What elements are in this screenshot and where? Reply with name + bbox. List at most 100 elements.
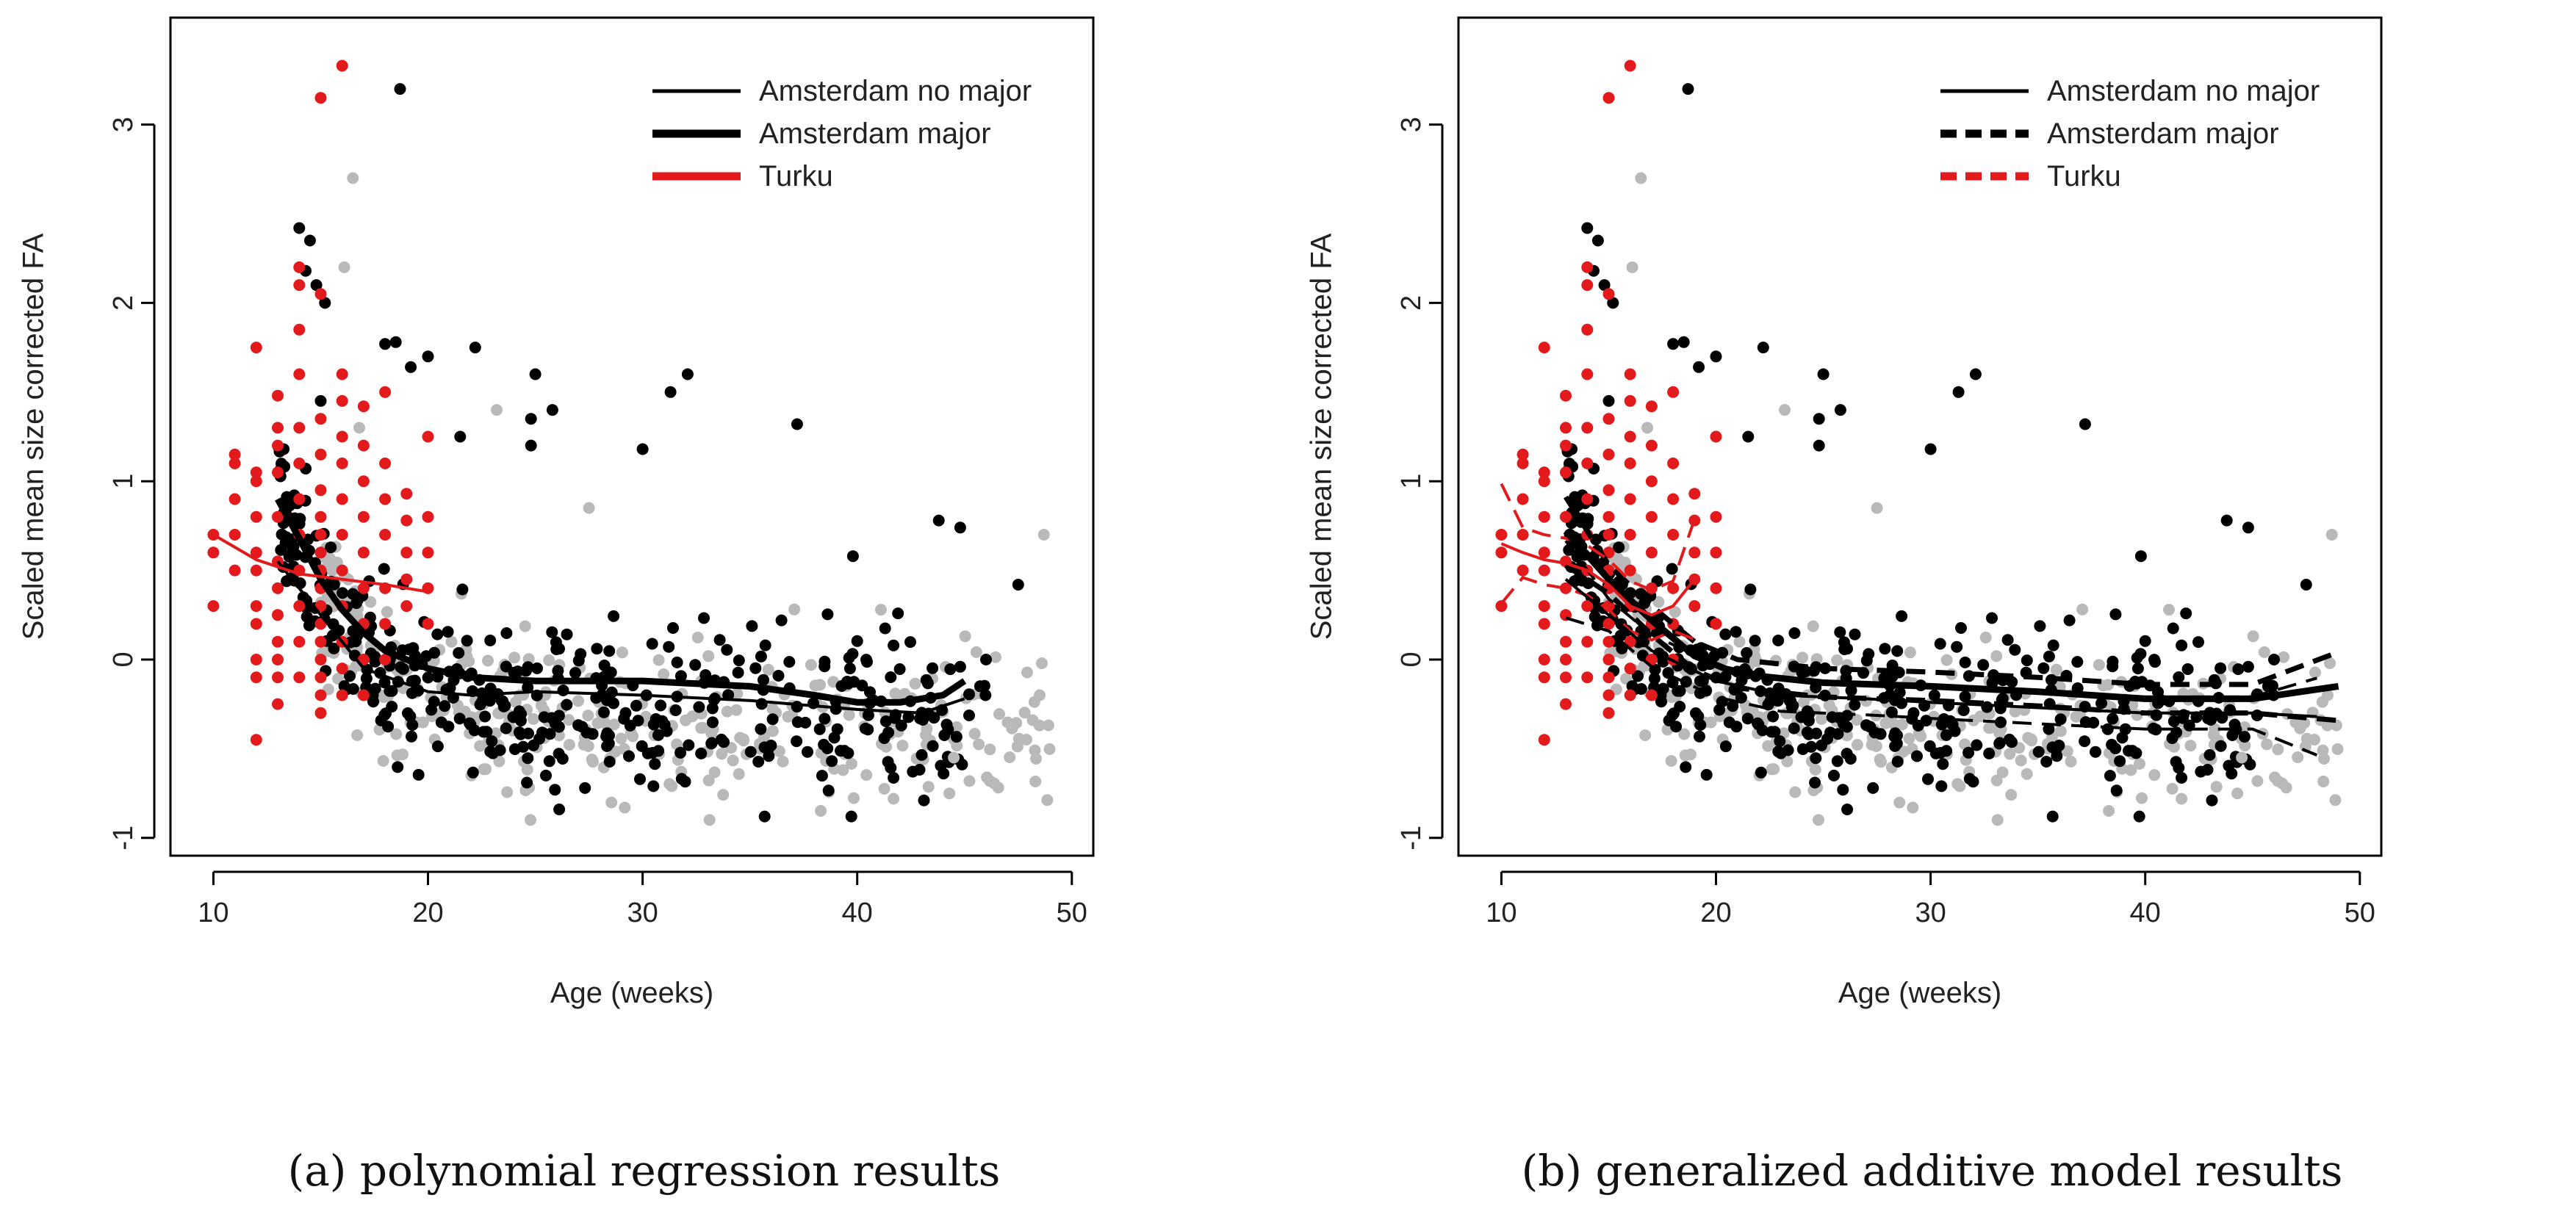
data-point-red: [1560, 389, 1572, 402]
data-point-grey: [2004, 748, 2016, 760]
data-point-black: [1940, 745, 1953, 757]
data-point-red: [1602, 635, 1615, 648]
data-point-black: [1677, 336, 1690, 348]
data-point-red: [1538, 618, 1550, 630]
panel-a: 10 20 30 40 50 -1 0 1 2 3 Age (weeks) Scaled mean s…: [18, 16, 1095, 1196]
plot-frame: [1457, 16, 2383, 857]
data-point-grey: [2054, 725, 2067, 737]
series-line-amsterdam-no-major: [1564, 578, 2317, 718]
data-point-grey: [2125, 764, 2137, 776]
data-point-red: [1538, 466, 1550, 479]
data-point-black: [521, 776, 533, 789]
data-point-black: [938, 768, 950, 780]
data-point-grey: [990, 651, 1001, 663]
data-point-grey: [2300, 732, 2313, 745]
data-point-red: [1624, 663, 1636, 675]
data-point-black: [1635, 683, 1647, 695]
data-point-red: [1538, 342, 1550, 354]
data-point-black: [546, 626, 558, 638]
data-point-black: [1809, 776, 1821, 789]
data-point-red: [293, 368, 306, 380]
data-point-black: [746, 620, 758, 632]
data-point-red: [1560, 582, 1572, 594]
data-point-red: [1538, 734, 1550, 746]
data-point-grey: [2309, 666, 2321, 679]
data-point-grey: [491, 404, 503, 416]
data-point-grey: [2329, 794, 2342, 806]
data-point-grey: [1034, 689, 1046, 701]
data-point-black: [281, 491, 293, 503]
data-point-grey: [988, 777, 1001, 790]
data-point-grey: [563, 739, 575, 751]
data-point-black: [557, 685, 569, 696]
data-point-grey: [1037, 529, 1050, 541]
data-point-grey: [2184, 740, 2197, 752]
data-point-grey: [605, 796, 618, 809]
data-point-black: [2133, 810, 2145, 823]
data-point-black: [1951, 640, 1963, 653]
data-point-black: [2268, 654, 2280, 665]
series-line-turku: [1500, 542, 1696, 617]
data-point-grey: [1669, 606, 1681, 618]
data-point-black: [1813, 439, 1825, 452]
data-point-red: [1602, 510, 1615, 523]
data-point-grey: [889, 687, 902, 700]
data-point-black: [1807, 665, 1820, 677]
y-tick-label: 3: [108, 117, 139, 132]
data-point-black: [783, 656, 796, 668]
data-point-black: [861, 656, 873, 668]
data-point-black: [821, 608, 834, 621]
data-point-black: [453, 712, 466, 725]
data-point-black: [2095, 697, 2107, 710]
data-point-grey: [553, 729, 565, 742]
data-point-black: [1764, 696, 1777, 708]
data-point-red: [272, 698, 284, 710]
data-point-grey: [782, 710, 794, 723]
data-point-grey: [2272, 743, 2284, 756]
data-point-black: [944, 663, 957, 676]
data-point-black: [1632, 670, 1644, 682]
data-point-red: [250, 734, 262, 746]
data-point-black: [1730, 626, 1742, 638]
data-point-grey: [1762, 740, 1774, 752]
data-point-black: [713, 634, 726, 646]
data-point-black: [636, 740, 648, 752]
data-point-black: [1885, 706, 1898, 718]
data-point-black: [802, 746, 813, 758]
data-point-grey: [1626, 261, 1638, 273]
data-point-black: [2167, 715, 2180, 727]
data-point-black: [963, 710, 975, 721]
data-point-black: [1674, 685, 1686, 697]
data-point-black: [552, 665, 564, 677]
data-point-grey: [860, 769, 873, 781]
data-point-black: [2228, 718, 2241, 731]
data-point-red: [1602, 654, 1615, 665]
data-point-black: [1591, 234, 1604, 247]
data-point-grey: [1665, 755, 1677, 767]
data-point-black: [579, 781, 591, 794]
data-point-red: [336, 564, 348, 577]
data-point-red: [229, 493, 241, 505]
data-point-black: [1680, 761, 1692, 773]
data-point-black: [888, 639, 900, 651]
data-point-red: [1624, 529, 1636, 541]
data-point-black: [963, 688, 975, 701]
data-point-black: [561, 628, 573, 640]
data-point-black: [378, 563, 390, 575]
data-point-red: [1560, 439, 1572, 452]
data-point-grey: [731, 687, 744, 700]
series-line-amsterdam-no-major: [276, 560, 965, 715]
data-point-black: [819, 712, 831, 725]
data-point-black: [683, 739, 695, 751]
data-point-black: [671, 656, 683, 668]
data-point-red: [1667, 529, 1680, 541]
data-point-black: [705, 737, 718, 749]
data-point-black: [1817, 368, 1830, 380]
caption-a: (a) polynomial regression results: [287, 1146, 1001, 1196]
data-point-red: [422, 618, 434, 630]
data-point-black: [2167, 622, 2179, 635]
data-point-red: [336, 689, 348, 701]
data-point-red: [1538, 564, 1550, 577]
data-point-black: [603, 645, 616, 657]
data-point-black: [954, 660, 966, 673]
